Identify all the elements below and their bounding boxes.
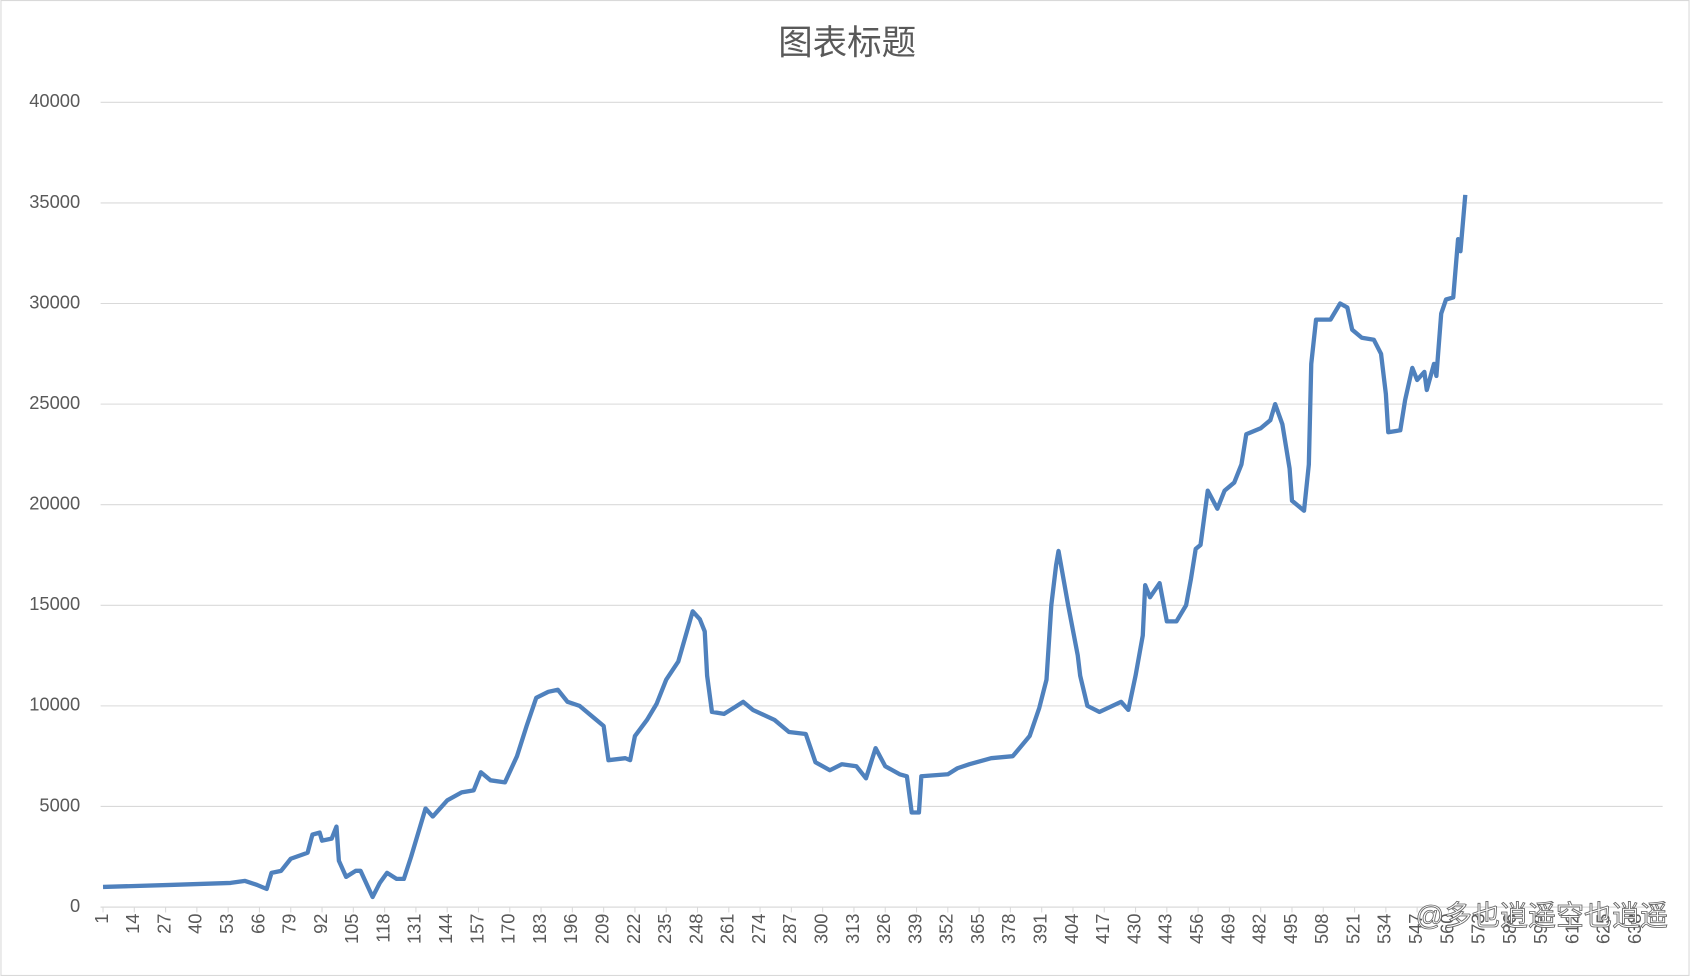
x-tick-label: 326 <box>873 914 894 945</box>
x-tick-label: 287 <box>779 914 800 945</box>
x-tick-label: 53 <box>216 914 237 934</box>
x-tick-label: 404 <box>1061 914 1082 945</box>
x-tick-label: 508 <box>1311 914 1332 945</box>
x-tick-label: 534 <box>1374 914 1395 945</box>
x-tick-label: 118 <box>372 914 393 943</box>
x-tick-label: 547 <box>1405 914 1426 945</box>
x-tick-label: 638 <box>1624 914 1645 945</box>
x-tick-label: 157 <box>466 914 487 945</box>
x-tick-label: 339 <box>904 914 925 945</box>
x-tick-label: 469 <box>1217 914 1238 945</box>
x-tick-label: 27 <box>153 914 174 934</box>
x-tick-label: 79 <box>279 914 300 934</box>
x-tick-label: 248 <box>685 914 706 945</box>
x-tick-label: 40 <box>185 914 206 934</box>
x-tick-label: 612 <box>1561 914 1582 945</box>
x-tick-label: 313 <box>842 914 863 945</box>
x-tick-label: 261 <box>717 914 738 945</box>
x-tick-label: 1 <box>91 914 112 924</box>
x-tick-label: 222 <box>623 914 644 945</box>
x-tick-label: 560 <box>1436 914 1457 945</box>
y-tick-label: 5000 <box>39 794 80 815</box>
x-tick-label: 456 <box>1186 914 1207 945</box>
x-tick-label: 183 <box>529 914 550 945</box>
data-line <box>102 194 1468 900</box>
x-tick-label: 495 <box>1280 914 1301 945</box>
x-tick-label: 170 <box>498 914 519 945</box>
x-tick-label: 430 <box>1123 914 1144 945</box>
x-tick-label: 144 <box>435 914 456 945</box>
x-tick-label: 586 <box>1499 914 1520 945</box>
x-tick-label: 521 <box>1342 914 1363 945</box>
x-tick-label: 131 <box>404 914 425 945</box>
x-tick-label: 300 <box>811 914 832 945</box>
chart-title: 图表标题 <box>778 24 916 62</box>
x-tick-label: 92 <box>310 914 331 934</box>
y-tick-label: 0 <box>70 895 80 916</box>
y-tick-label: 35000 <box>29 191 80 212</box>
y-tick-label: 10000 <box>29 694 80 715</box>
x-tick-label: 209 <box>591 914 612 945</box>
x-tick-label: 482 <box>1249 914 1270 945</box>
x-tick-label: 105 <box>341 914 362 945</box>
x-tick-label: 625 <box>1593 914 1614 945</box>
x-tick-label: 352 <box>936 914 957 945</box>
x-tick-label: 573 <box>1468 914 1489 945</box>
x-tick-label: 235 <box>654 914 675 945</box>
y-tick-label: 20000 <box>29 493 80 514</box>
x-tick-label: 378 <box>998 914 1019 945</box>
x-tick-label: 391 <box>1030 914 1051 945</box>
x-tick-label: 443 <box>1155 914 1176 945</box>
x-tick-label: 417 <box>1092 914 1113 945</box>
y-tick-label: 40000 <box>29 90 80 111</box>
x-tick-label: 274 <box>748 914 769 945</box>
x-tick-label: 599 <box>1530 914 1551 945</box>
watermark: @多也逍遥空也逍遥 <box>1416 900 1668 931</box>
x-tick-label: 196 <box>560 914 581 945</box>
x-tick-label: 365 <box>967 914 988 945</box>
y-tick-label: 30000 <box>29 291 80 312</box>
y-tick-label: 15000 <box>29 593 80 614</box>
x-tick-label: 14 <box>122 914 143 934</box>
y-tick-label: 25000 <box>29 392 80 413</box>
x-tick-label: 66 <box>247 914 268 934</box>
